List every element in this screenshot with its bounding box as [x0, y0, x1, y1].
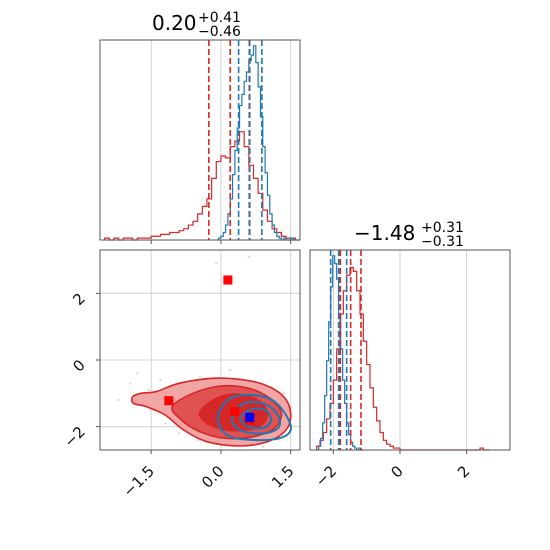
joint-x-tick-label: 1.5 [268, 462, 298, 492]
joint-y-tick-label: −2 [60, 423, 88, 451]
hist1-title-sup: +0.41 [198, 10, 241, 26]
joint-x-tick-label: 0.0 [198, 462, 228, 492]
hist2-title-sup: +0.31 [421, 220, 464, 236]
joint-red-marker [164, 396, 174, 406]
hist2-title: −1.48 [354, 221, 415, 245]
hist1-title-main: 0.20 [152, 11, 197, 35]
joint-blue-marker [245, 412, 255, 422]
hist2-x-tick-label: −2 [312, 462, 340, 490]
joint-blue-contour [216, 393, 292, 442]
hist1-frame [99, 39, 301, 241]
joint-scatter-point [147, 388, 151, 392]
hist2-x-tick-label: 2 [454, 462, 473, 481]
joint-frame [99, 249, 301, 451]
joint-y-tick-label: 0 [69, 356, 88, 375]
joint-scatter-point [177, 432, 181, 435]
joint-scatter-point [229, 368, 232, 372]
hist1-title: 0.20 [152, 11, 197, 35]
joint-scatter-point [215, 262, 218, 265]
joint-red-marker [223, 275, 233, 285]
hist2-title-sub: −0.31 [421, 234, 464, 250]
hist2-title-main: −1.48 [354, 221, 415, 245]
histogram-panel-1: 0.20 +0.41 −0.46 [99, 10, 301, 244]
hist1-title-sub: −0.46 [198, 24, 241, 40]
joint-y-tick-label: 2 [69, 289, 88, 308]
joint-blue-contour [230, 400, 281, 435]
joint-panel: −1.5 0.0 1.5 −2 0 2 [60, 249, 301, 501]
joint-scatter-point [117, 398, 120, 402]
joint-scatter-point [247, 255, 251, 258]
joint-scatter-point [282, 392, 285, 395]
hist1-series-red [104, 131, 300, 241]
hist2-x-tick-label: 0 [387, 462, 406, 481]
joint-scatter-point [159, 378, 162, 382]
joint-scatter-point [198, 375, 202, 378]
joint-x-tick-label: −1.5 [119, 462, 157, 500]
joint-scatter-point [136, 372, 139, 375]
hist2-frame [309, 249, 511, 451]
joint-scatter-point [129, 382, 132, 385]
joint-scatter-point [196, 438, 199, 442]
joint-scatter-point [261, 445, 264, 448]
joint-scatter-point [163, 422, 167, 425]
joint-blue-contour [239, 407, 273, 430]
histogram-panel-2: −1.48 +0.31 −0.31 −2 0 2 [309, 220, 511, 490]
hist1-series-blue [216, 45, 296, 241]
joint-red-marker [230, 407, 240, 417]
